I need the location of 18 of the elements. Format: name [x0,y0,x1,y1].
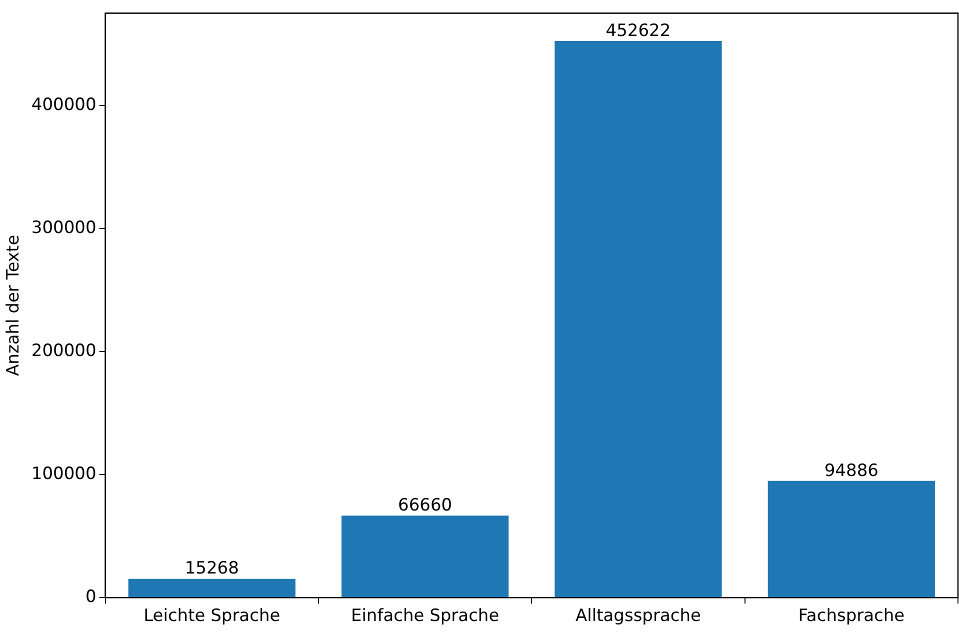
x-tick-label: Leichte Sprache [144,606,280,626]
x-tick-label: Alltagssprache [576,606,701,626]
y-axis-title: Anzahl der Texte [4,234,24,376]
y-tick-label: 100000 [31,464,96,484]
bar [341,516,509,598]
data-label: 452622 [606,20,671,41]
data-label: 15268 [184,558,239,579]
y-tick-label: 400000 [31,95,96,116]
x-tick-label: Einfache Sprache [350,606,500,626]
bar [128,578,296,598]
y-tick-label: 300000 [31,218,96,238]
data-label: 94886 [824,460,878,481]
bar [768,480,935,598]
x-tick-label: Fachsprache [798,606,905,626]
data-label: 66660 [398,496,452,516]
y-tick-label: 0 [85,587,96,608]
bar [554,41,722,598]
y-tick-label: 200000 [31,341,96,362]
